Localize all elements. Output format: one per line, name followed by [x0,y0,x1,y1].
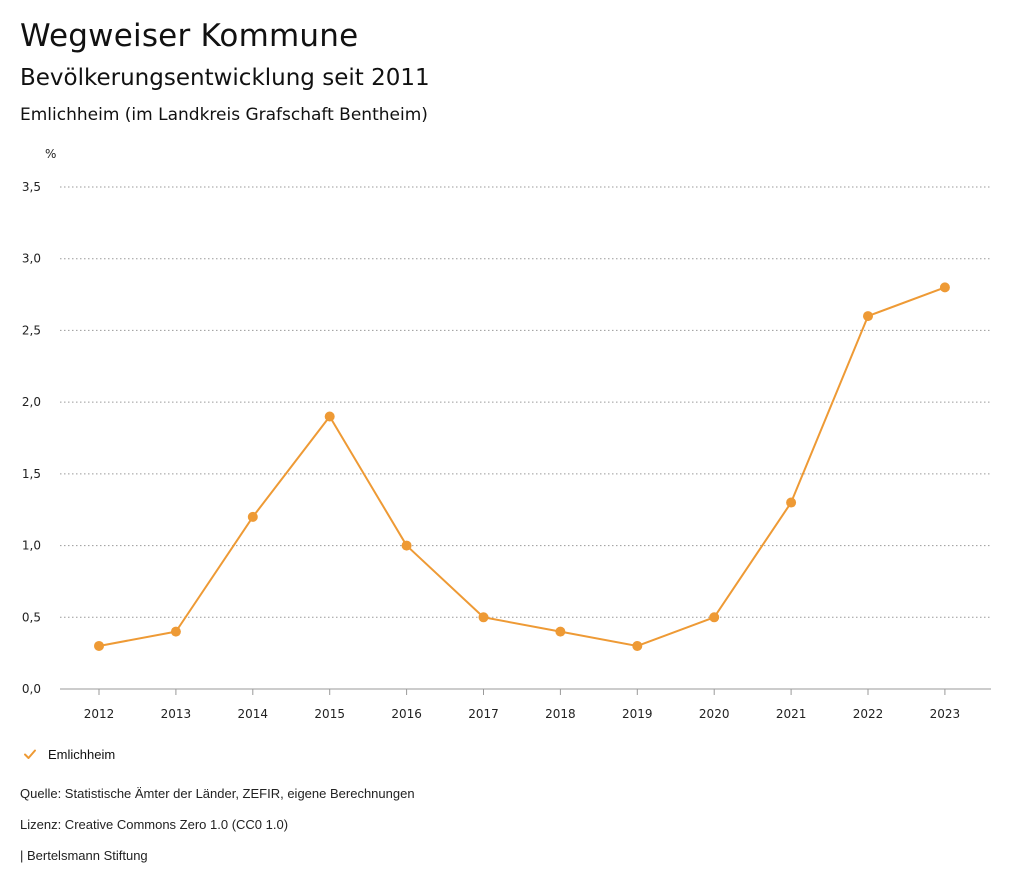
y-tick-label: 1,5 [22,467,41,481]
series-line [98,286,946,647]
data-point[interactable] [863,311,873,322]
y-unit-label: % [45,147,56,161]
y-tick-label: 2,5 [22,323,41,337]
x-tick-label: 2018 [545,707,576,721]
y-tick-label: 2,0 [22,395,41,409]
legend-label: Emlichheim [48,746,116,762]
line-chart: 2012 2013 2014 2015 2016 2017 2018 2019 2020 2021… [22,147,991,721]
x-tick-label: 2021 [776,707,807,721]
y-tick-label: 1,0 [22,539,41,553]
x-tick-label: 2013 [161,707,192,721]
x-tick-label: 2014 [238,707,269,721]
data-point[interactable] [94,640,104,651]
y-tick-label: 0,0 [22,682,41,696]
x-tick-label: 2023 [930,707,961,721]
region-label: Emlichheim (im Landkreis Grafschaft Bent… [20,105,428,125]
x-tick-label: 2019 [622,707,653,721]
data-point[interactable] [939,282,950,293]
x-tick-label: 2020 [699,707,730,721]
data-point[interactable] [709,612,720,623]
x-tick-label: 2022 [853,707,884,721]
chart-subtitle: Bevölkerungsentwicklung seit 2011 [20,65,430,91]
data-point[interactable] [247,511,258,522]
x-tick-label: 2016 [391,707,422,721]
data-point[interactable] [170,626,181,637]
check-icon [24,749,36,759]
source-note: Quelle: Statistische Ämter der Länder, Z… [20,786,415,801]
data-point[interactable] [786,497,797,508]
x-tick-label: 2017 [468,707,499,721]
x-tick-label: 2015 [314,707,345,721]
data-point[interactable] [324,411,335,422]
publisher-note: | Bertelsmann Stiftung [20,848,148,863]
page-title: Wegweiser Kommune [20,18,359,54]
series-emlichheim [94,282,950,651]
x-tick-label: 2012 [84,707,115,721]
y-axis: 0,0 0,5 1,0 1,5 2,0 2,5 3,0 3,5 [22,180,41,696]
data-point[interactable] [555,626,566,637]
data-point[interactable] [478,612,489,623]
y-tick-label: 0,5 [22,610,41,624]
license-note: Lizenz: Creative Commons Zero 1.0 (CC0 1… [20,817,289,832]
y-tick-label: 3,0 [22,252,41,266]
data-point[interactable] [401,540,412,551]
y-tick-label: 3,5 [22,180,41,194]
x-axis: 2012 2013 2014 2015 2016 2017 2018 2019 2020 2021… [60,688,991,721]
grid-lines [60,186,991,690]
legend[interactable]: Emlichheim [22,746,115,762]
data-point[interactable] [632,640,643,651]
